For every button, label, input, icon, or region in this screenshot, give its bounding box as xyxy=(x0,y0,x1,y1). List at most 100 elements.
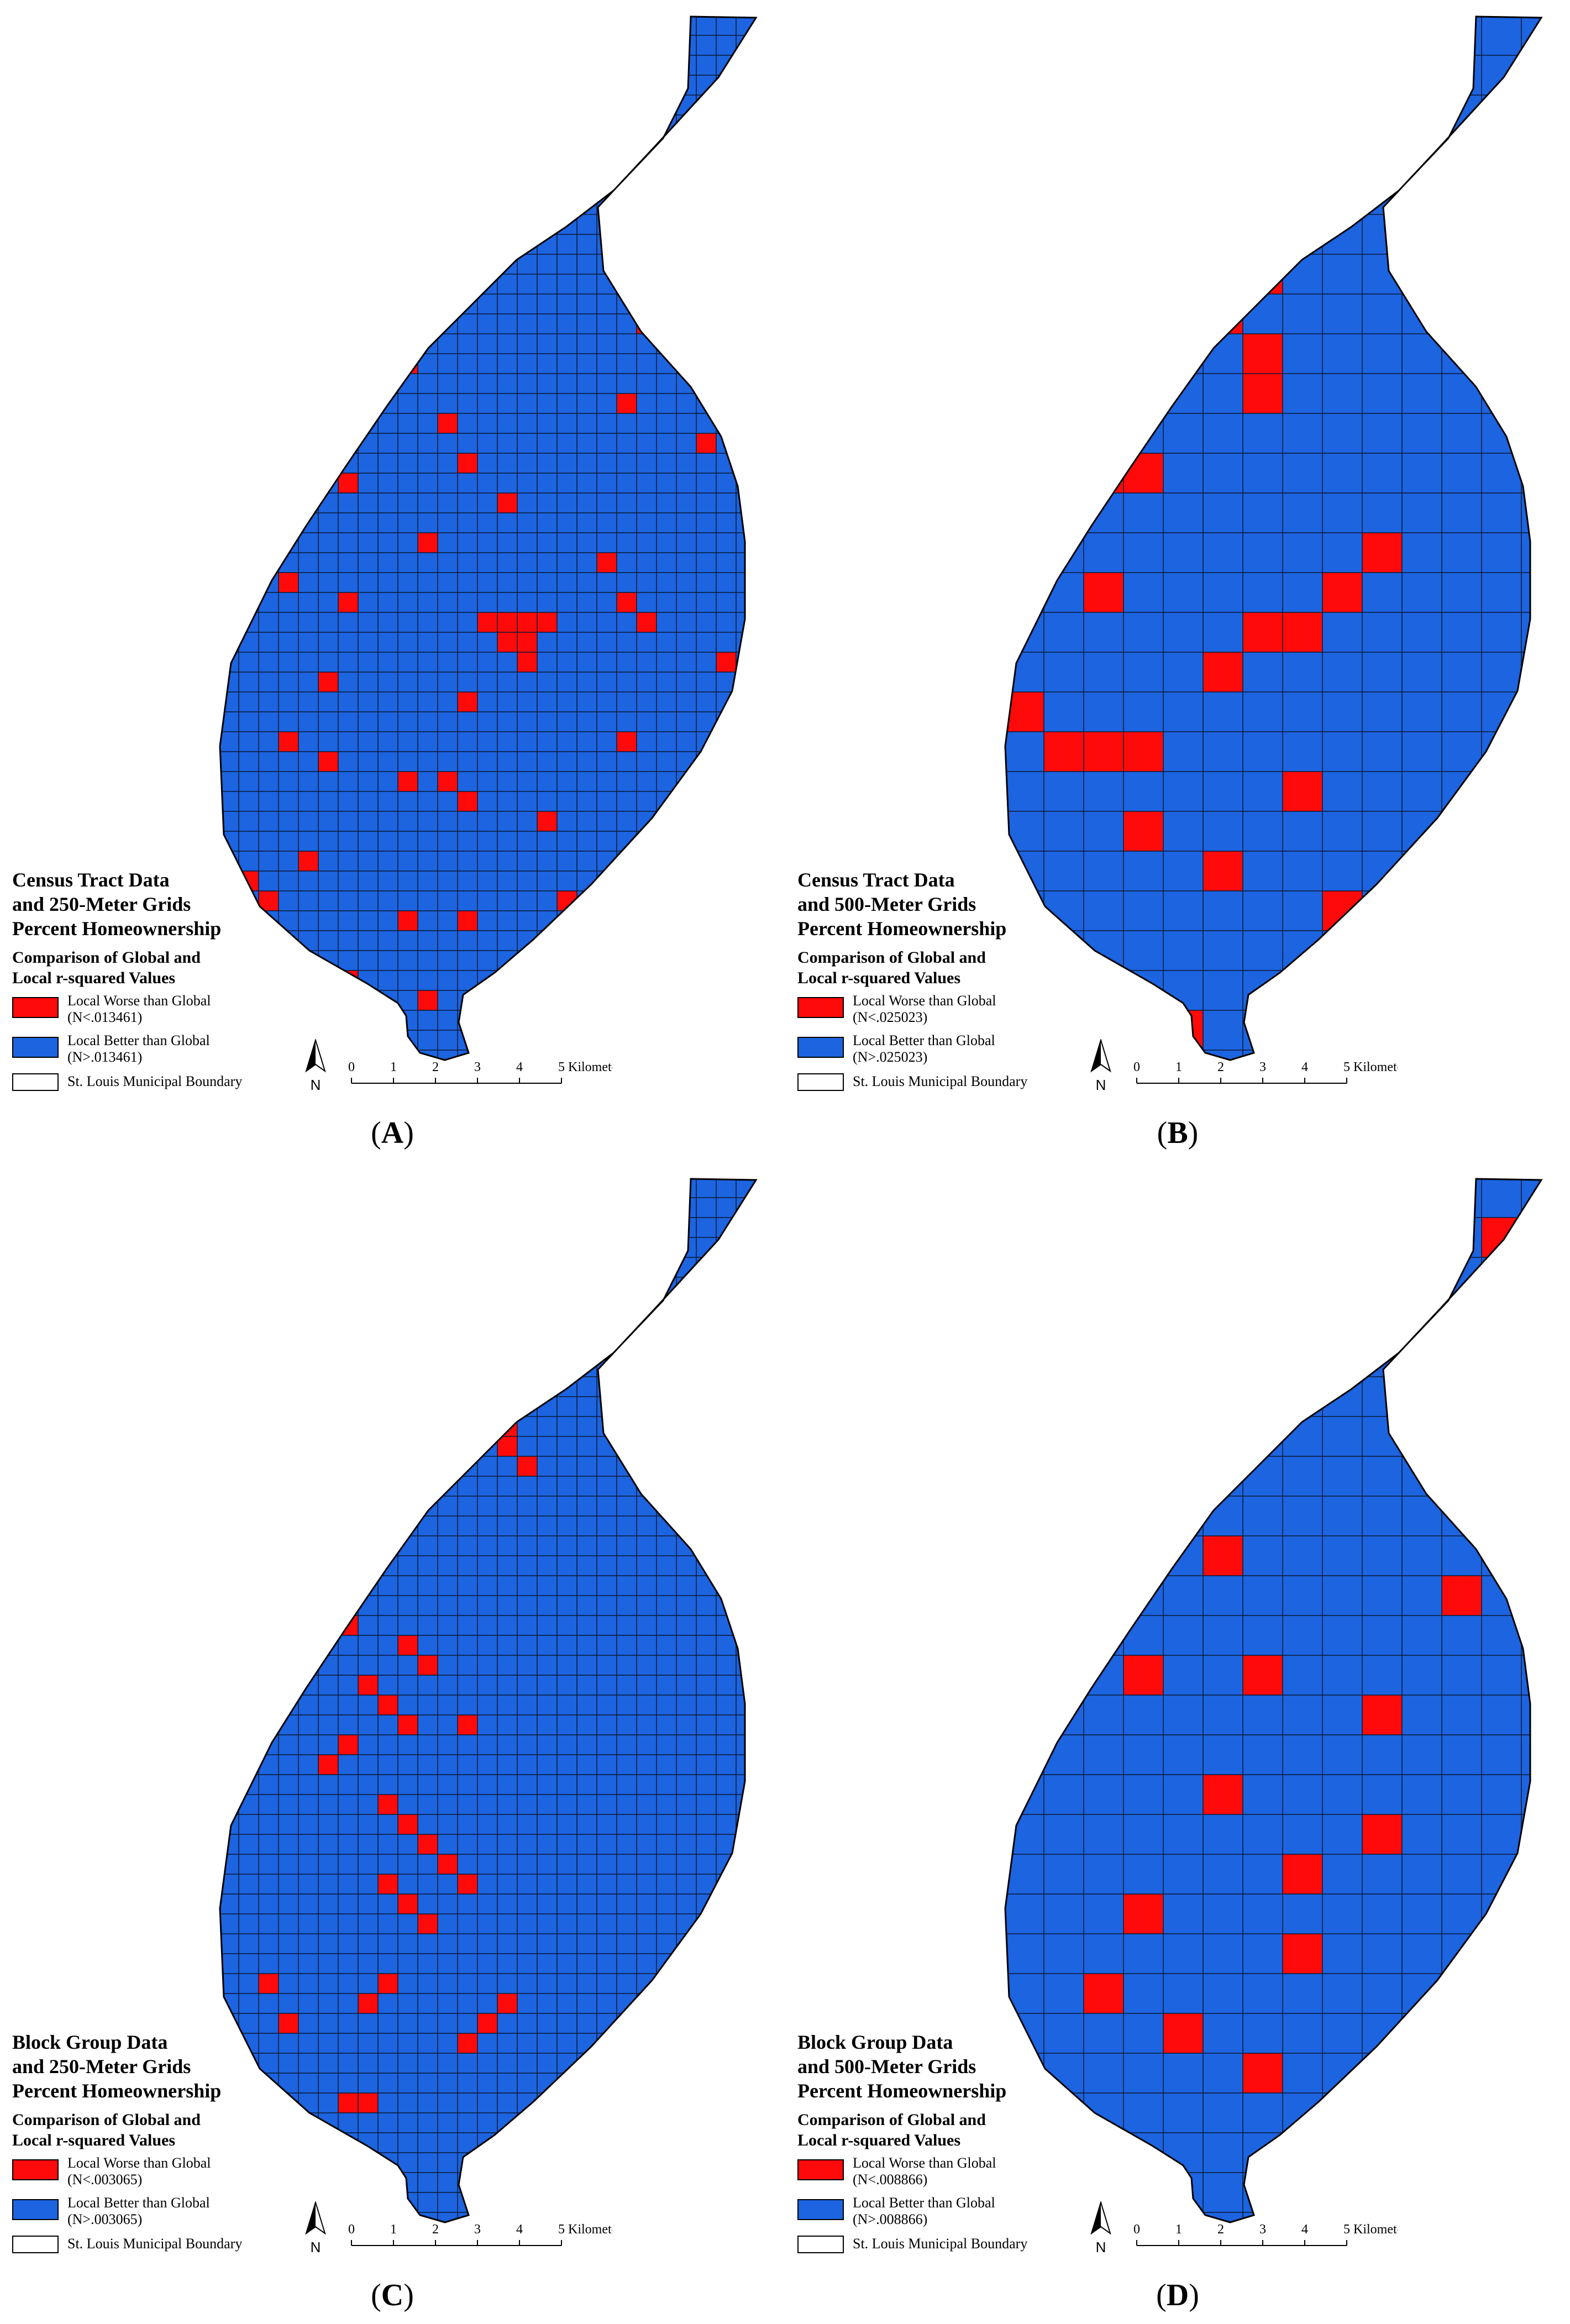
worse-cell xyxy=(597,951,617,970)
legend-item-worse: Local Worse than Global (N<.008866) xyxy=(797,2155,1085,2190)
worse-cell xyxy=(378,1695,398,1715)
scale-tick-label: 3 xyxy=(474,1060,481,1074)
worse-cell xyxy=(517,1456,537,1476)
worse-cell xyxy=(676,214,696,234)
worse-cell xyxy=(477,612,497,632)
worse-cell xyxy=(418,533,438,553)
worse-cell xyxy=(1044,453,1084,493)
worse-label: Local Worse than Global xyxy=(67,993,211,1009)
legend-item-worse: Local Worse than Global (N<.025023) xyxy=(797,993,1085,1028)
worse-cell xyxy=(517,612,537,632)
worse-swatch xyxy=(12,997,59,1018)
worse-cell xyxy=(458,453,477,473)
worse-cell xyxy=(1243,2053,1283,2093)
worse-cell xyxy=(617,1150,637,1162)
scale-bar: 0 1 2 3 4 5 Kilometers xyxy=(1133,2222,1398,2246)
worse-cell xyxy=(1243,374,1283,413)
worse-cell xyxy=(259,1476,279,1496)
scale-tick-label: 4 xyxy=(1301,2222,1308,2237)
scale-bar: 0 1 2 3 4 5 Kilometers xyxy=(1133,1060,1398,1084)
panel-label-b: (B) xyxy=(1157,1116,1199,1150)
worse-cell xyxy=(1243,334,1283,374)
worse-cell xyxy=(398,772,418,791)
worse-cell xyxy=(1084,970,1123,1010)
worse-cell xyxy=(617,891,637,911)
worse-cell xyxy=(1442,1297,1482,1337)
legend-title-line1: Census Tract Data xyxy=(797,869,955,891)
legend-subtitle-line1: Comparison of Global and xyxy=(797,2111,986,2129)
worse-cell xyxy=(358,1994,378,2013)
scale-tick-label: 3 xyxy=(1259,1060,1266,1074)
worse-cell xyxy=(637,612,657,632)
worse-cell xyxy=(1402,1377,1442,1417)
boundary-swatch xyxy=(12,2236,59,2253)
scale-tick-label: 4 xyxy=(1301,1060,1308,1074)
better-threshold: (N>.003065) xyxy=(67,2211,143,2227)
city-area xyxy=(1005,17,1541,1060)
worse-cell xyxy=(418,1834,438,1854)
map-panel-b: Census Tract Data and 500-Meter Grids Pe… xyxy=(785,0,1570,1162)
north-label: N xyxy=(1096,1077,1106,1093)
worse-cell xyxy=(338,2093,358,2113)
worse-cell xyxy=(1084,573,1123,612)
legend-subtitle-line2: Local r-squared Values xyxy=(797,969,961,987)
boundary-label: St. Louis Municipal Boundary xyxy=(67,2236,243,2252)
worse-cell xyxy=(497,1417,517,1436)
grid-cells-group xyxy=(1005,17,1541,1060)
scale-tick-label: 2 xyxy=(432,1060,439,1074)
worse-cell xyxy=(338,1556,358,1576)
worse-cell xyxy=(696,274,716,294)
legend-title-line2: and 250-Meter Grids xyxy=(12,2055,191,2078)
worse-cell xyxy=(458,2033,477,2053)
city-area xyxy=(220,1179,756,2222)
scale-tick-label: 0 xyxy=(1133,2222,1140,2237)
worse-cell xyxy=(696,433,716,453)
worse-cell xyxy=(617,592,637,612)
worse-cell xyxy=(1123,732,1163,772)
map-b xyxy=(1004,15,1543,1061)
worse-threshold: (N<.008866) xyxy=(853,2171,928,2187)
worse-cell xyxy=(1402,95,1442,135)
worse-cell xyxy=(1123,453,1163,493)
worse-cell xyxy=(1203,294,1243,334)
worse-cell xyxy=(1283,612,1322,652)
legend-a: Census Tract Data and 250-Meter Grids Pe… xyxy=(12,868,300,1093)
worse-cell xyxy=(497,1436,517,1456)
legend-item-worse: Local Worse than Global (N<.013461) xyxy=(12,993,300,1028)
worse-cell xyxy=(1084,175,1123,214)
scale-tick-label: 2 xyxy=(1217,1060,1224,1074)
legend-subtitle-line2: Local r-squared Values xyxy=(12,2131,176,2149)
worse-cell xyxy=(338,592,358,612)
worse-cell xyxy=(298,1277,318,1297)
worse-cell xyxy=(1243,254,1283,294)
worse-cell xyxy=(1123,1496,1163,1536)
legend-title-line3: Percent Homeownership xyxy=(797,917,1007,940)
scale-bar: 0 1 2 3 4 5 Kilometers xyxy=(348,1060,612,1084)
legend-title-line2: and 250-Meter Grids xyxy=(12,893,191,915)
worse-cell xyxy=(398,1635,418,1655)
worse-cell xyxy=(1203,851,1243,891)
scale-tick-label: 1 xyxy=(390,2222,397,2237)
legend-title-line2: and 500-Meter Grids xyxy=(797,893,976,915)
map-panel-d: Block Group Data and 500-Meter Grids Per… xyxy=(785,1162,1570,2324)
worse-cell xyxy=(458,1715,477,1735)
city-area xyxy=(220,17,756,1060)
worse-cell xyxy=(338,473,358,493)
worse-cell xyxy=(378,1974,398,1994)
worse-cell xyxy=(418,1655,438,1675)
grid-cells-group xyxy=(1005,1179,1541,2222)
legend-subtitle-line2: Local r-squared Values xyxy=(797,2131,961,2149)
map-a xyxy=(219,15,758,1162)
legend-subtitle-line1: Comparison of Global and xyxy=(797,948,986,967)
legend-item-worse: Local Worse than Global (N<.003065) xyxy=(12,2155,300,2190)
legend-title-line3: Percent Homeownership xyxy=(12,2080,222,2102)
worse-cell xyxy=(617,254,637,274)
legend-title-line1: Census Tract Data xyxy=(12,869,170,891)
legend-item-better: Local Better than Global (N>.008866) xyxy=(797,2195,1085,2230)
scale-tick-label: 0 xyxy=(1133,1060,1140,1074)
worse-cell xyxy=(497,632,517,652)
worse-cell xyxy=(657,831,676,851)
worse-cell xyxy=(458,911,477,931)
worse-cell xyxy=(1243,612,1283,652)
worse-cell xyxy=(1243,1655,1283,1695)
